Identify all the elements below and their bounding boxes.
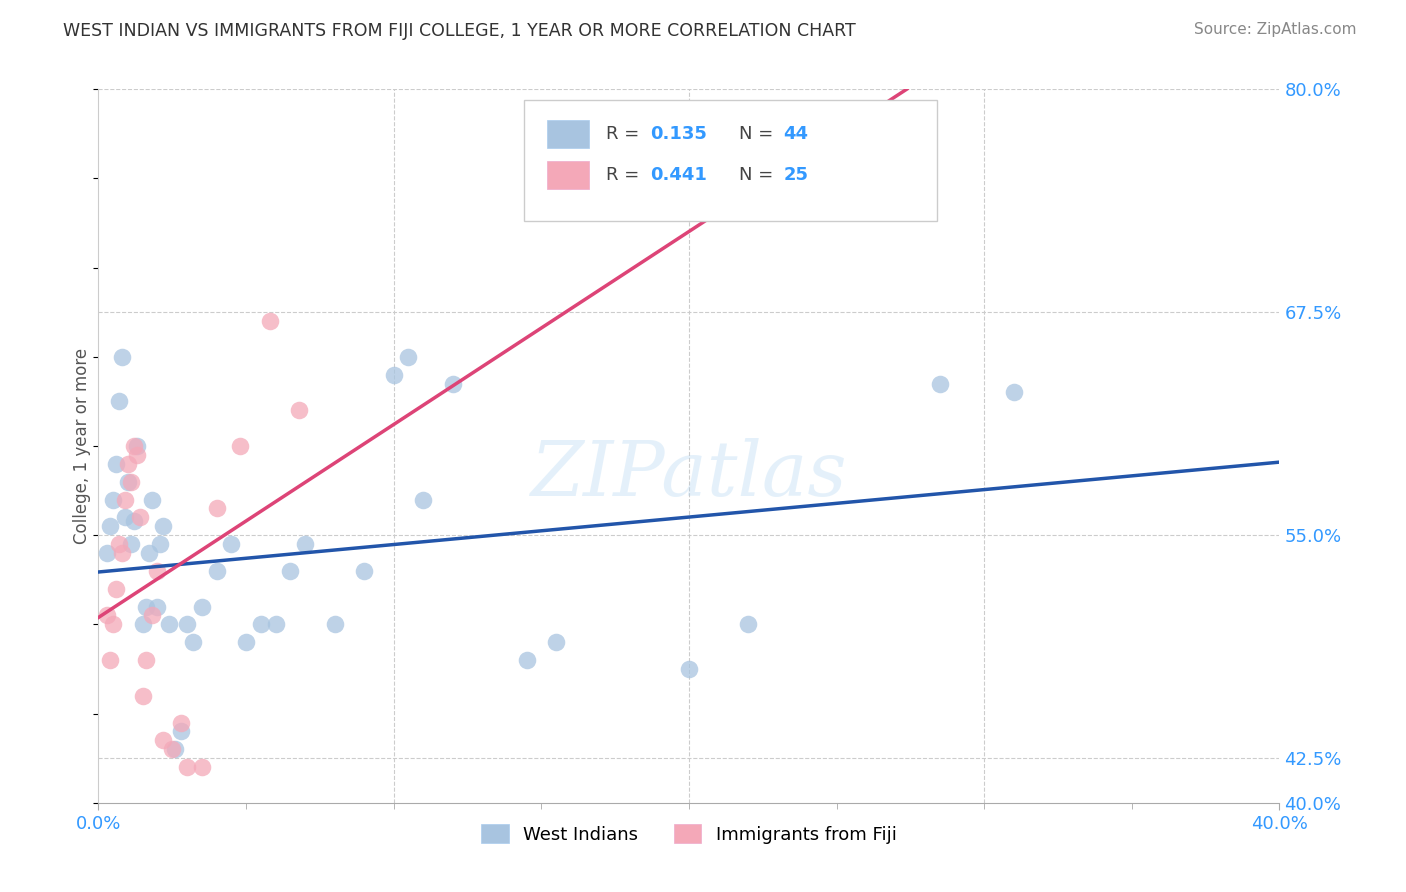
Point	[117, 457, 139, 471]
Point	[141, 492, 163, 507]
Point	[280, 564, 302, 578]
Point	[929, 376, 952, 391]
Point	[138, 546, 160, 560]
Point	[353, 564, 375, 578]
Point	[162, 742, 183, 756]
Point	[93, 867, 115, 881]
Point	[125, 439, 148, 453]
Point	[120, 475, 142, 489]
Point	[205, 501, 228, 516]
Point	[264, 617, 287, 632]
Point	[98, 653, 121, 667]
Point	[157, 617, 180, 632]
Point	[108, 394, 131, 409]
Point	[117, 475, 139, 489]
Point	[398, 350, 420, 364]
Text: ZIPatlas: ZIPatlas	[530, 438, 848, 511]
Text: R =: R =	[606, 166, 645, 184]
Point	[323, 617, 346, 632]
Point	[288, 403, 311, 417]
Point	[152, 519, 174, 533]
Point	[170, 724, 193, 739]
Point	[114, 510, 136, 524]
Point	[382, 368, 405, 382]
FancyBboxPatch shape	[547, 161, 589, 189]
Point	[146, 599, 169, 614]
Point	[250, 617, 273, 632]
Text: 0.441: 0.441	[650, 166, 707, 184]
Point	[135, 599, 157, 614]
Point	[191, 760, 214, 774]
Point	[149, 537, 172, 551]
Point	[98, 519, 121, 533]
Point	[108, 537, 131, 551]
Point	[678, 662, 700, 676]
Point	[111, 546, 134, 560]
Point	[546, 635, 568, 649]
Point	[221, 537, 243, 551]
Point	[516, 653, 538, 667]
Point	[135, 653, 157, 667]
Point	[176, 617, 198, 632]
Point	[105, 582, 128, 596]
Point	[141, 608, 163, 623]
Legend: West Indians, Immigrants from Fiji: West Indians, Immigrants from Fiji	[474, 817, 904, 851]
Point	[105, 457, 128, 471]
Point	[96, 546, 118, 560]
Point	[111, 350, 134, 364]
Point	[132, 689, 155, 703]
Point	[128, 510, 150, 524]
Point	[441, 376, 464, 391]
Point	[229, 439, 252, 453]
Point	[103, 617, 125, 632]
Point	[120, 537, 142, 551]
Text: N =: N =	[738, 125, 779, 143]
Point	[165, 742, 187, 756]
Text: 44: 44	[783, 125, 808, 143]
Point	[176, 760, 198, 774]
Point	[152, 733, 174, 747]
FancyBboxPatch shape	[523, 100, 936, 221]
Point	[412, 492, 434, 507]
Point	[205, 564, 228, 578]
Point	[737, 617, 759, 632]
Text: Source: ZipAtlas.com: Source: ZipAtlas.com	[1194, 22, 1357, 37]
Point	[259, 314, 281, 328]
Point	[122, 514, 145, 528]
Point	[96, 608, 118, 623]
Text: R =: R =	[606, 125, 645, 143]
Point	[114, 492, 136, 507]
Point	[170, 715, 193, 730]
Point	[103, 492, 125, 507]
Text: 25: 25	[783, 166, 808, 184]
Point	[122, 439, 145, 453]
Point	[181, 635, 204, 649]
Point	[191, 599, 214, 614]
Text: 0.135: 0.135	[650, 125, 707, 143]
Point	[1002, 385, 1025, 400]
Text: N =: N =	[738, 166, 779, 184]
Point	[132, 617, 155, 632]
Point	[146, 564, 169, 578]
FancyBboxPatch shape	[547, 120, 589, 148]
Point	[125, 448, 148, 462]
Point	[235, 635, 257, 649]
Y-axis label: College, 1 year or more: College, 1 year or more	[73, 348, 91, 544]
Point	[294, 537, 316, 551]
Text: WEST INDIAN VS IMMIGRANTS FROM FIJI COLLEGE, 1 YEAR OR MORE CORRELATION CHART: WEST INDIAN VS IMMIGRANTS FROM FIJI COLL…	[63, 22, 856, 40]
